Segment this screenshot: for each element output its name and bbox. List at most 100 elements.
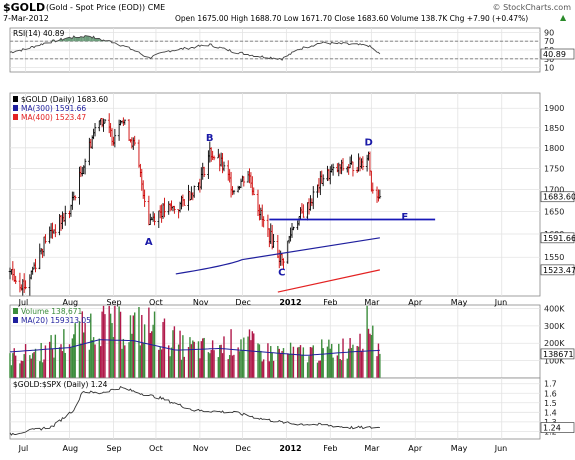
x-tick-label: Sep: [106, 444, 121, 453]
volume-bar: [169, 356, 171, 378]
last-value-label: 1591.66: [543, 234, 575, 243]
volume-bar: [152, 324, 154, 378]
volume-bar: [151, 331, 153, 378]
volume-bar: [332, 357, 334, 378]
legend-swatch-vol: [13, 317, 18, 323]
volume-bar: [104, 314, 106, 378]
volume-bar: [367, 328, 370, 378]
volume-bar: [301, 354, 303, 378]
volume-bar: [51, 348, 54, 378]
volume-bar: [34, 348, 37, 378]
x-tick-label: Oct: [149, 298, 163, 307]
volume-bar: [82, 332, 85, 378]
volume-bar: [299, 345, 302, 378]
volume-bar: [377, 343, 380, 378]
volume-bar: [330, 343, 333, 378]
legend-swatch-price: [13, 105, 18, 111]
volume-bar: [41, 362, 44, 378]
y-tick-label: 90: [544, 28, 554, 37]
volume-bar: [19, 363, 21, 378]
volume-bar: [207, 352, 210, 378]
volume-bar: [370, 334, 373, 378]
volume-bar: [298, 346, 300, 378]
rsi-legend: RSI(14) 40.89: [13, 29, 65, 38]
x-tick-label: Jun: [494, 444, 508, 453]
volume-bar: [31, 353, 34, 378]
volume-bar: [349, 338, 351, 378]
panel-frame-ratio: [9, 377, 541, 440]
quote-line: Open 1675.00 High 1688.70 Low 1671.70 Cl…: [175, 14, 529, 23]
x-tick-label: Oct: [149, 444, 163, 453]
volume-bar: [138, 307, 140, 378]
volume-bar: [366, 305, 368, 378]
volume-bar: [102, 305, 105, 378]
y-tick-label: 10: [544, 64, 554, 73]
volume-bar: [163, 318, 166, 378]
rsi-overbought-fill: [80, 36, 83, 42]
volume-bar: [74, 323, 76, 378]
volume-bar: [336, 355, 339, 378]
y-tick-label: 1.6: [544, 389, 557, 398]
legend-entry: $GOLD (Daily) 1683.60: [21, 95, 108, 104]
volume-bar: [73, 334, 75, 378]
volume-bar: [237, 347, 239, 378]
volume-bar: [251, 331, 254, 378]
volume-bar: [372, 325, 374, 378]
x-tick-label: Mar: [364, 298, 380, 307]
volume-bar: [54, 334, 57, 378]
volume-bar: [270, 346, 272, 378]
volume-bar: [158, 349, 160, 378]
y-tick-label: 1700: [544, 186, 564, 195]
volume-bar: [277, 345, 279, 378]
rsi-overbought-fill: [95, 38, 100, 42]
volume-bar: [148, 307, 150, 378]
volume-bar: [94, 344, 96, 378]
volume-bar: [287, 353, 289, 378]
volume-bar: [189, 337, 191, 378]
volume-bar: [309, 346, 312, 378]
volume-bar: [302, 347, 305, 378]
legend-entry: MA(300) 1591.66: [21, 104, 86, 113]
volume-bar: [209, 353, 211, 378]
last-value-label: 1523.47: [543, 266, 575, 275]
volume-bar: [340, 360, 343, 378]
volume-bar: [159, 346, 161, 378]
volume-bar: [360, 350, 363, 378]
volume-bar: [210, 350, 212, 378]
volume-bar: [202, 338, 204, 378]
volume-bar: [190, 344, 193, 378]
ma400-line: [277, 269, 380, 293]
volume-bar: [233, 354, 235, 378]
volume-bar: [268, 361, 271, 378]
volume-bar: [369, 333, 371, 378]
volume-bar: [139, 345, 142, 378]
legend-entry: Volume 138,671: [21, 307, 83, 316]
x-tick-label: Nov: [193, 298, 209, 307]
volume-bar: [58, 347, 61, 378]
volume-bar: [350, 347, 353, 378]
x-tick-label: 2012: [279, 444, 301, 453]
volume-bar: [238, 351, 241, 378]
volume-bar: [291, 353, 293, 378]
volume-bar: [260, 350, 262, 378]
rsi-overbought-fill: [82, 36, 84, 42]
volume-bar: [183, 356, 186, 378]
volume-bar: [33, 352, 35, 378]
volume-bar: [308, 356, 310, 378]
rsi-overbought-fill: [92, 36, 94, 42]
volume-bar: [227, 359, 229, 378]
volume-bar: [119, 311, 122, 378]
volume-bar: [322, 348, 324, 378]
volume-bar: [338, 343, 340, 378]
volume-bar: [346, 358, 348, 378]
last-value-box-ma300: [540, 232, 575, 244]
volume-bar: [241, 350, 244, 378]
volume-bar: [211, 340, 214, 378]
volume-bar: [292, 346, 295, 378]
volume-bar: [22, 361, 24, 378]
x-tick-label: 2012: [279, 298, 301, 307]
volume-bar: [141, 314, 143, 378]
volume-bar: [128, 342, 130, 378]
x-tick-label: Sep: [106, 298, 121, 307]
